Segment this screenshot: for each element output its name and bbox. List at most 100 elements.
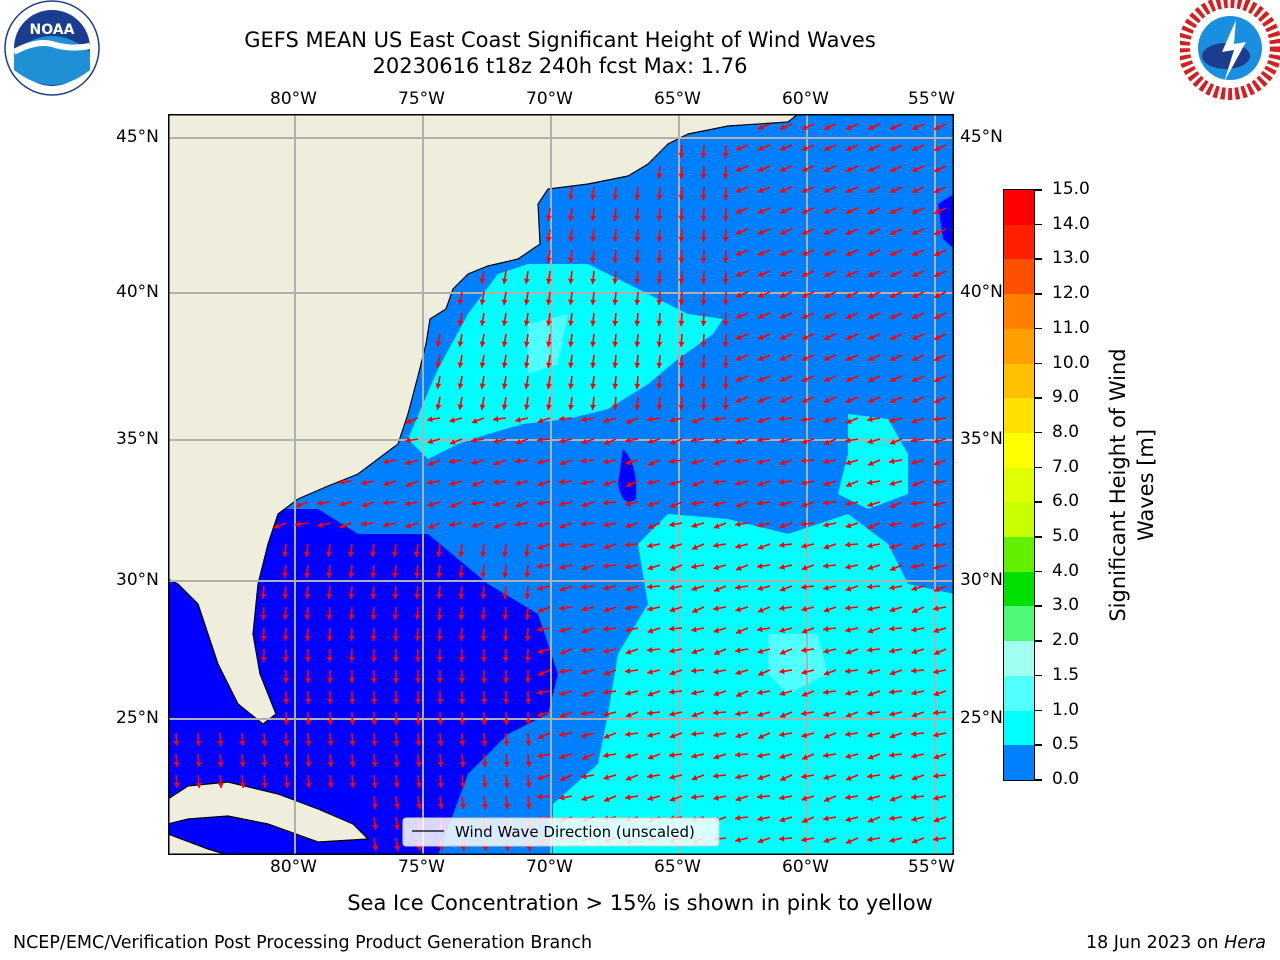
wave-direction-arrowhead — [603, 480, 610, 487]
wave-direction-arrowhead — [537, 544, 544, 550]
wave-direction-arrowhead — [503, 719, 510, 725]
wave-direction-arrowhead — [481, 719, 488, 725]
wave-direction-arrowhead — [568, 257, 574, 263]
wave-direction-arrowhead — [735, 229, 742, 235]
wave-direction-arrowhead — [437, 782, 444, 788]
wave-direction-arrowhead — [669, 774, 675, 780]
wave-direction-arrowhead — [911, 711, 918, 718]
wave-direction-arrowhead — [427, 438, 434, 445]
wave-direction-arrowhead — [545, 215, 552, 221]
wave-direction-arrowhead — [934, 334, 941, 341]
wave-direction-arrowhead — [824, 208, 830, 214]
wave-direction-arrowhead — [700, 320, 707, 326]
wave-direction-arrowhead — [326, 551, 333, 557]
wave-direction-arrowhead — [845, 690, 851, 696]
wave-direction-arrowhead — [392, 656, 399, 662]
wave-direction-arrowhead — [669, 480, 676, 487]
wave-direction-arrowhead — [634, 320, 641, 326]
wave-direction-arrowhead — [523, 362, 530, 368]
wave-direction-arrowhead — [502, 656, 509, 662]
wave-direction-arrowhead — [559, 649, 566, 655]
wave-direction-arrowhead — [867, 773, 873, 780]
wave-direction-arrowhead — [889, 584, 895, 591]
wave-direction-arrowhead — [416, 845, 423, 851]
wave-direction-arrowhead — [889, 417, 896, 423]
wave-direction-arrowhead — [625, 753, 632, 759]
colorbar-segment — [1004, 606, 1034, 642]
wave-direction-arrowhead — [678, 341, 685, 347]
wave-direction-arrowhead — [480, 593, 487, 599]
wave-direction-arrowhead — [393, 782, 400, 788]
wave-direction-arrowhead — [735, 795, 742, 802]
colorbar-tick-mark — [1034, 189, 1042, 191]
colorbar-segment — [1004, 710, 1034, 746]
wave-direction-arrowhead — [801, 773, 807, 780]
wave-direction-arrowhead — [581, 691, 588, 697]
lon-label-bottom-55w: 55°W — [908, 857, 955, 877]
wave-direction-arrowhead — [867, 646, 873, 653]
wave-direction-arrowhead — [515, 416, 521, 423]
wave-direction-arrowhead — [305, 698, 312, 704]
wave-direction-arrowhead — [758, 376, 764, 382]
wave-direction-arrowhead — [327, 677, 334, 683]
wave-direction-arrowhead — [217, 782, 224, 788]
wave-direction-arrowhead — [260, 593, 267, 599]
wave-direction-arrowhead — [933, 690, 940, 697]
wave-direction-arrowhead — [700, 173, 707, 179]
wave-direction-arrowhead — [415, 698, 422, 704]
wave-direction-arrowhead — [933, 605, 939, 612]
wave-direction-arrowhead — [669, 584, 675, 591]
wave-direction-arrowhead — [758, 187, 764, 193]
colorbar-segment — [1004, 398, 1034, 433]
lon-label-top-65w: 65°W — [654, 89, 701, 109]
wave-direction-arrowhead — [933, 479, 939, 486]
wave-direction-arrowhead — [722, 194, 729, 200]
wave-direction-arrowhead — [890, 187, 896, 194]
wave-direction-arrowhead — [493, 415, 499, 422]
wave-direction-arrowhead — [912, 145, 918, 152]
wave-direction-arrowhead — [889, 837, 896, 843]
wave-direction-arrowhead — [890, 229, 896, 236]
wave-direction-arrowhead — [634, 236, 641, 242]
wave-direction-arrowhead — [282, 572, 289, 578]
colorbar-tick-mark — [1034, 466, 1042, 469]
wave-direction-arrowhead — [590, 236, 597, 242]
wave-direction-arrowhead — [537, 499, 543, 506]
wave-direction-arrowhead — [173, 740, 180, 746]
colorbar-segment — [1004, 571, 1034, 607]
wave-direction-arrowhead — [559, 753, 566, 760]
wave-direction-arrowhead — [457, 404, 464, 410]
wave-direction-arrowhead — [647, 583, 653, 590]
wave-direction-arrowhead — [735, 565, 742, 571]
wave-direction-arrowhead — [846, 481, 852, 487]
wave-direction-arrowhead — [735, 836, 741, 843]
wave-direction-arrowhead — [305, 761, 312, 767]
wave-direction-arrowhead — [735, 438, 742, 445]
wave-direction-arrowhead — [436, 572, 443, 578]
wave-direction-arrowhead — [647, 479, 653, 486]
wave-direction-arrowhead — [735, 669, 742, 676]
wave-direction-arrowhead — [678, 257, 685, 263]
wave-direction-arrowhead — [634, 341, 641, 347]
wave-direction-arrowhead — [691, 711, 698, 718]
wave-direction-arrowhead — [524, 614, 531, 620]
wave-direction-arrowhead — [581, 732, 588, 739]
wave-direction-arrowhead — [757, 648, 764, 655]
wave-direction-arrowhead — [625, 459, 632, 466]
wave-direction-arrowhead — [933, 668, 939, 675]
wave-direction-arrowhead — [405, 437, 411, 444]
wave-direction-arrowhead — [757, 752, 763, 759]
wave-direction-arrowhead — [911, 437, 917, 444]
wave-direction-arrowhead — [779, 835, 785, 842]
wave-direction-arrowhead — [538, 670, 544, 676]
wave-direction-arrowhead — [713, 709, 719, 716]
high-wave-region-east — [838, 414, 908, 509]
wave-direction-arrowhead — [735, 292, 742, 298]
wave-direction-arrowhead — [934, 397, 941, 404]
colorbar-tick-mark — [1034, 223, 1042, 226]
wave-direction-arrowhead — [735, 732, 742, 739]
lon-label-top-70w: 70°W — [526, 89, 573, 109]
noaa-logo-text: NOAA — [30, 22, 75, 38]
wave-direction-arrowhead — [625, 500, 631, 507]
wave-direction-arrowhead — [282, 551, 289, 557]
